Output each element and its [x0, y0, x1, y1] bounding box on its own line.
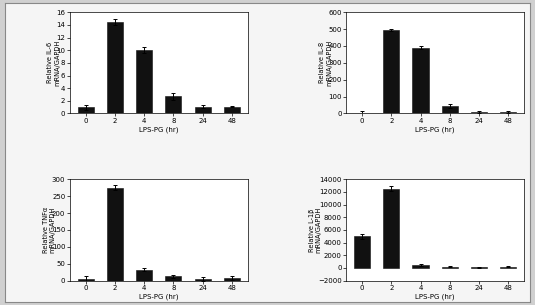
- Bar: [412, 48, 429, 113]
- Bar: [136, 270, 152, 281]
- Bar: [107, 22, 123, 113]
- X-axis label: LPS-PG (hr): LPS-PG (hr): [139, 293, 179, 300]
- Bar: [165, 276, 181, 281]
- Bar: [412, 265, 429, 268]
- Bar: [224, 106, 240, 113]
- Bar: [471, 267, 487, 268]
- Bar: [136, 50, 152, 113]
- Y-axis label: Relative IL-8
mRNA/GAPDH: Relative IL-8 mRNA/GAPDH: [319, 40, 332, 86]
- Bar: [107, 188, 123, 281]
- X-axis label: LPS-PG (hr): LPS-PG (hr): [415, 127, 455, 133]
- Bar: [354, 236, 370, 268]
- Bar: [383, 30, 399, 113]
- X-axis label: LPS-PG (hr): LPS-PG (hr): [415, 293, 455, 300]
- Bar: [383, 189, 399, 268]
- Bar: [78, 107, 94, 113]
- X-axis label: LPS-PG (hr): LPS-PG (hr): [139, 127, 179, 133]
- Bar: [500, 267, 516, 268]
- Y-axis label: Relative L-1β
mRNA/GAPDH: Relative L-1β mRNA/GAPDH: [309, 207, 322, 253]
- Y-axis label: Relative IL-6
mRNA/GAPDH: Relative IL-6 mRNA/GAPDH: [47, 40, 60, 86]
- Bar: [224, 278, 240, 281]
- Bar: [195, 279, 211, 281]
- Bar: [471, 112, 487, 113]
- Bar: [195, 106, 211, 113]
- Bar: [442, 267, 458, 268]
- Bar: [165, 96, 181, 113]
- Bar: [500, 112, 516, 113]
- Bar: [78, 279, 94, 281]
- Bar: [442, 106, 458, 113]
- Y-axis label: Relative TNFα
mRNA/GAPDH: Relative TNFα mRNA/GAPDH: [43, 207, 56, 253]
